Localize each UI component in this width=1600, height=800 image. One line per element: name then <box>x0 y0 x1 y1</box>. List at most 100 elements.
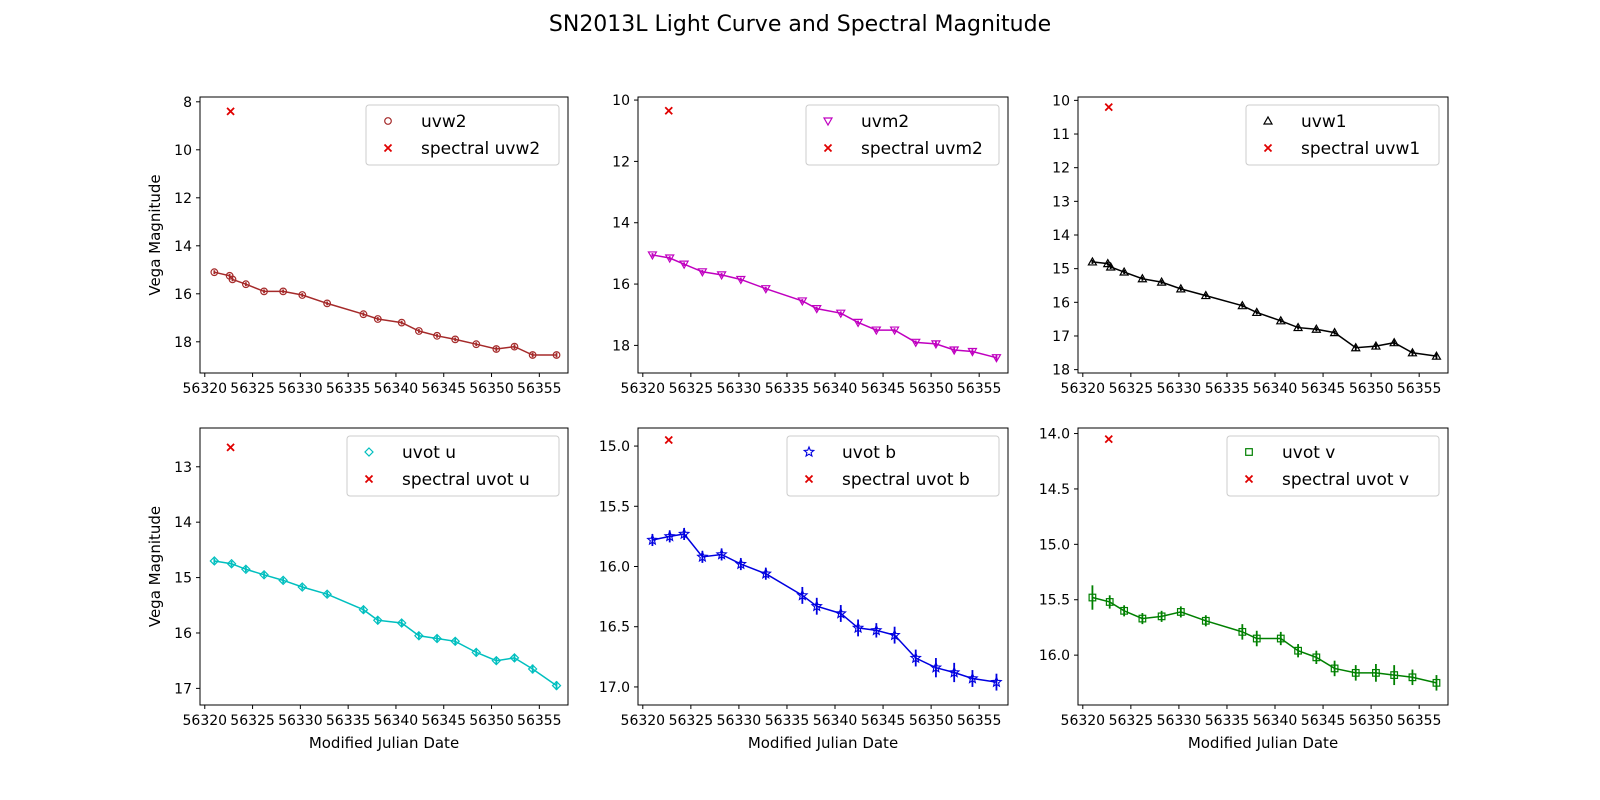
legend-item: uvot u <box>364 443 456 463</box>
data-point <box>278 575 289 586</box>
series-uvw1 <box>1087 256 1442 360</box>
data-point <box>509 653 520 663</box>
y-tick-label: 15.5 <box>599 499 630 515</box>
data-point <box>359 310 368 319</box>
x-tick-label: 56320 <box>621 713 666 729</box>
data-point <box>1102 258 1113 268</box>
data-point <box>1201 616 1210 625</box>
y-axis-label: Vega Magnitude <box>146 174 164 295</box>
data-point <box>647 251 658 261</box>
spectral-point <box>664 435 673 445</box>
data-point <box>297 582 308 592</box>
data-point <box>433 331 441 340</box>
data-point <box>853 318 864 328</box>
x-tick-label: 56345 <box>861 381 906 397</box>
x-tick-label: 56320 <box>621 381 666 397</box>
y-tick-label: 17.0 <box>599 680 630 696</box>
legend-box <box>1226 435 1440 497</box>
data-point <box>322 589 332 600</box>
data-point <box>1252 634 1261 643</box>
data-point <box>298 291 307 299</box>
x-tick-label: 56345 <box>1301 381 1346 397</box>
y-tick-label: 16.5 <box>599 620 630 636</box>
data-point <box>679 260 690 270</box>
data-point <box>1200 290 1211 300</box>
y-tick-label: 16 <box>1052 295 1070 311</box>
y-tick-label: 14.0 <box>1039 427 1070 443</box>
y-tick-label: 11 <box>1052 127 1070 143</box>
series-uvot-v <box>1088 585 1441 691</box>
data-point <box>735 275 746 285</box>
legend-label: uvm2 <box>861 112 909 132</box>
data-point <box>552 351 561 359</box>
data-point <box>1105 598 1114 606</box>
data-point <box>451 335 460 344</box>
data-point <box>414 630 424 641</box>
y-tick-label: 15.5 <box>1039 593 1070 609</box>
data-point <box>1156 276 1167 286</box>
x-tick-label: 56335 <box>765 381 810 397</box>
y-tick-label: 10 <box>612 93 630 109</box>
legend-label: spectral uvot v <box>1282 470 1409 490</box>
data-point <box>527 664 538 674</box>
data-point <box>715 547 728 560</box>
y-tick-label: 13 <box>174 460 192 476</box>
data-point <box>990 675 1003 688</box>
x-tick-label: 56325 <box>230 381 275 397</box>
legend: uvw2 spectral uvw2 <box>365 104 560 166</box>
data-point <box>226 558 237 569</box>
x-tick-label: 56330 <box>278 713 323 729</box>
data-point <box>1407 347 1418 357</box>
y-tick-label: 17 <box>1052 329 1070 345</box>
data-point <box>909 651 922 664</box>
legend-marker <box>384 117 392 125</box>
legend-item: spectral uvot v <box>1244 470 1409 490</box>
legend-item: uvw2 <box>384 112 467 132</box>
x-tick-label: 56355 <box>517 713 562 729</box>
series-spectral-uvot-v <box>1104 434 1113 444</box>
y-tick-label: 16 <box>612 277 630 293</box>
data-point <box>1431 350 1442 360</box>
data-point <box>551 680 562 691</box>
data-point <box>663 529 676 542</box>
legend-marker <box>823 143 833 153</box>
data-point <box>396 618 407 628</box>
data-point <box>966 672 979 684</box>
data-point <box>1137 273 1148 283</box>
x-axis-label: Modified Julian Date <box>748 734 898 752</box>
series-spectral-uvm2 <box>664 106 673 115</box>
legend-box <box>805 104 1000 166</box>
legend: uvot u spectral uvot u <box>346 435 560 497</box>
x-tick-label: 56340 <box>813 713 858 729</box>
data-point <box>450 636 461 647</box>
y-tick-label: 8 <box>183 95 192 111</box>
legend-marker <box>1262 115 1274 125</box>
series-spectral-uvot-b <box>664 435 673 445</box>
data-point <box>528 351 537 359</box>
data-point <box>1119 266 1130 276</box>
data-point <box>716 271 727 281</box>
x-tick-label: 56340 <box>374 713 419 729</box>
chart-panel-3: 56320 56325 56330 56335 56340 56345 56350 56355… <box>1052 93 1449 397</box>
x-tick-label: 56355 <box>1397 381 1442 397</box>
legend-marker <box>1245 448 1253 456</box>
data-point <box>259 569 269 580</box>
data-point <box>1087 256 1098 266</box>
data-point <box>697 268 708 278</box>
data-point <box>260 287 268 296</box>
data-point <box>851 621 865 634</box>
data-point <box>1275 315 1286 325</box>
x-tick-label: 56350 <box>469 713 514 729</box>
legend-label: uvot b <box>842 443 896 463</box>
legend-label: spectral uvw2 <box>421 139 540 159</box>
data-point <box>1293 322 1304 332</box>
y-tick-label: 13 <box>1052 194 1070 210</box>
data-point <box>1157 612 1166 621</box>
legend-item: uvm2 <box>822 112 909 132</box>
x-tick-label: 56335 <box>1205 713 1250 729</box>
x-tick-label: 56330 <box>717 381 762 397</box>
data-point <box>1238 627 1247 636</box>
data-point <box>414 327 423 335</box>
x-tick-label: 56350 <box>909 713 954 729</box>
